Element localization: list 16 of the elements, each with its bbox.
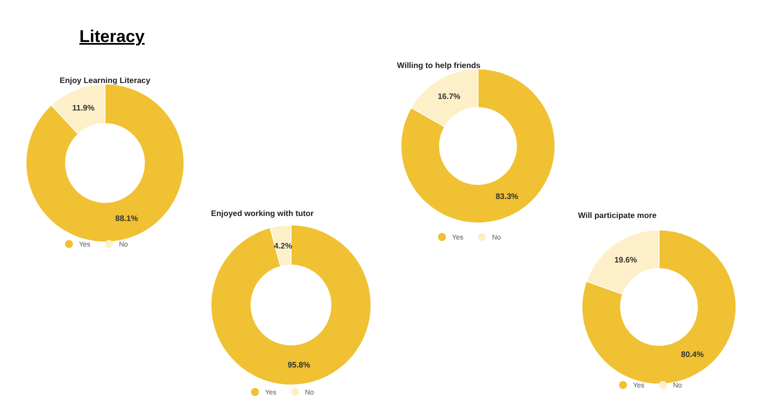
data-label: 95.8% xyxy=(288,360,310,370)
data-label: 19.6% xyxy=(614,256,637,265)
chart-subtitle: Enjoy Learning Literacy xyxy=(60,76,151,85)
donut-slice xyxy=(26,84,184,242)
chart-subtitle: Will participate more xyxy=(578,211,658,220)
data-label: 80.4% xyxy=(681,350,704,359)
data-label: 88.1% xyxy=(115,214,138,223)
donut-slice xyxy=(210,224,372,386)
data-label: 11.9% xyxy=(72,104,94,113)
data-label: 83.3% xyxy=(496,192,518,201)
chart-title: Literacy xyxy=(79,27,146,46)
donut-slice xyxy=(400,68,556,224)
data-label: 16.7% xyxy=(438,92,460,101)
donut-slice xyxy=(582,230,736,384)
chart-subtitle: Willing to help friends xyxy=(397,61,482,70)
chart-subtitle: Enjoyed working with tutor xyxy=(211,209,314,218)
